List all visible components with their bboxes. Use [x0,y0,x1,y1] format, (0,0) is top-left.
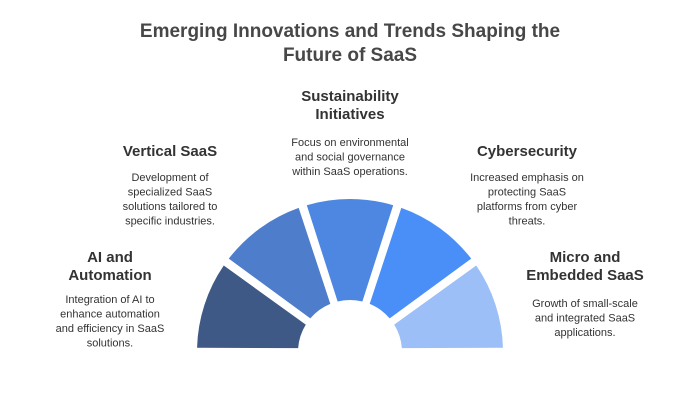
item-description: Focus on environmental [291,137,408,149]
item-description: within SaaS operations. [291,166,408,178]
item-description: platforms from cyber [477,201,578,213]
item-description: specialized SaaS [128,186,212,198]
item-description: enhance automation [60,308,160,320]
item-description: protecting SaaS [488,186,566,198]
item-description: specific industries. [125,215,215,227]
item-title: Sustainability [301,88,399,105]
item-description: Integration of AI to [65,294,154,306]
segment [306,199,394,302]
semicircle [197,199,503,349]
item-title: AI and [87,249,133,266]
segment [228,207,331,319]
item-title: Embedded SaaS [526,267,644,284]
title: Emerging Innovations and Trends Shaping … [140,21,560,42]
item-description: Growth of small-scale [532,298,638,310]
segment [197,265,306,349]
segment [369,207,472,319]
item-description: solutions tailored to [123,201,218,213]
item-title: Initiatives [315,106,384,123]
item-description: Increased emphasis on [470,172,584,184]
item-description: and integrated SaaS [535,312,635,324]
item-title: Automation [68,267,151,284]
title: Future of SaaS [283,45,417,66]
item-description: solutions. [87,337,133,349]
item-title: Cybersecurity [477,143,578,160]
item-description: and social governance [295,151,405,163]
item-description: Development of [131,172,209,184]
item-description: and efficiency in SaaS [56,323,165,335]
labels: Emerging Innovations and Trends Shaping … [56,21,644,349]
item-title: Vertical SaaS [123,143,217,160]
segment [394,265,503,349]
item-description: applications. [554,327,615,339]
item-description: threats. [509,215,546,227]
item-title: Micro and [550,249,621,266]
